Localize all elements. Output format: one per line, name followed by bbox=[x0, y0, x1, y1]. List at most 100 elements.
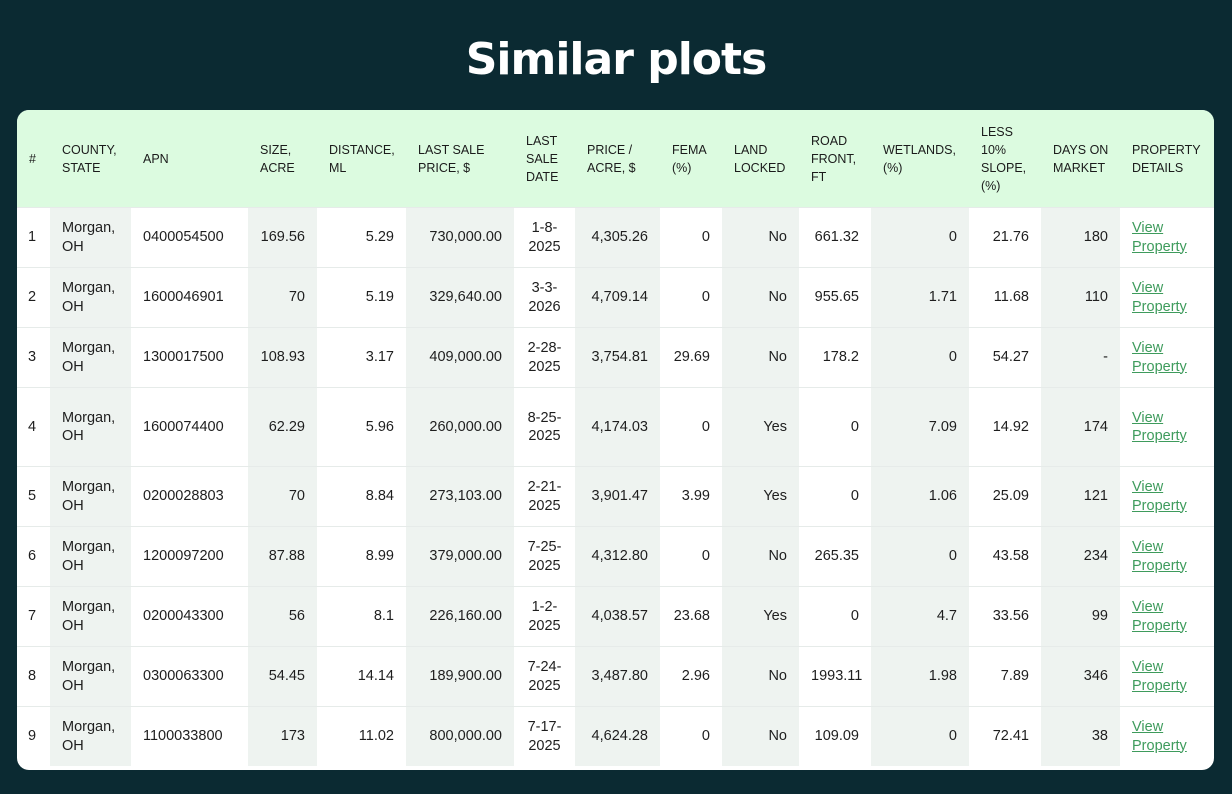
column-header-distance: DISTANCE, ML bbox=[317, 110, 406, 208]
cell-road-front: 178.2 bbox=[799, 327, 871, 388]
cell-last-sale-date: 1-2-2025 bbox=[514, 586, 575, 647]
cell-apn: 0200043300 bbox=[131, 586, 248, 647]
cell-distance: 8.99 bbox=[317, 526, 406, 587]
cell-slope: 14.92 bbox=[969, 387, 1041, 467]
cell-land-locked: No bbox=[722, 646, 799, 707]
similar-plots-table: # COUNTY, STATE APN SIZE, ACRE DISTANCE,… bbox=[17, 110, 1214, 766]
cell-apn: 1200097200 bbox=[131, 526, 248, 587]
cell-last-sale-price: 329,640.00 bbox=[406, 267, 514, 328]
cell-land-locked: No bbox=[722, 207, 799, 268]
cell-last-sale-price: 800,000.00 bbox=[406, 706, 514, 766]
column-header-price-per-acre: PRICE / ACRE, $ bbox=[575, 110, 660, 208]
cell-last-sale-date: 2-28-2025 bbox=[514, 327, 575, 388]
cell-price-per-acre: 4,305.26 bbox=[575, 207, 660, 268]
cell-days-on-market: 174 bbox=[1041, 387, 1120, 467]
cell-last-sale-price: 260,000.00 bbox=[406, 387, 514, 467]
cell-slope: 11.68 bbox=[969, 267, 1041, 328]
similar-plots-table-card: # COUNTY, STATE APN SIZE, ACRE DISTANCE,… bbox=[17, 110, 1214, 770]
column-header-size: SIZE, ACRE bbox=[248, 110, 317, 208]
view-property-link[interactable]: View Property bbox=[1132, 659, 1187, 694]
cell-apn: 0300063300 bbox=[131, 646, 248, 707]
cell-days-on-market: 110 bbox=[1041, 267, 1120, 328]
cell-last-sale-date: 7-24-2025 bbox=[514, 646, 575, 707]
cell-apn: 1600074400 bbox=[131, 387, 248, 467]
cell-days-on-market: 38 bbox=[1041, 706, 1120, 766]
view-property-link[interactable]: View Property bbox=[1132, 719, 1187, 754]
cell-last-sale-price: 379,000.00 bbox=[406, 526, 514, 587]
cell-slope: 25.09 bbox=[969, 466, 1041, 527]
cell-property-details: View Property bbox=[1120, 387, 1214, 467]
cell-size: 70 bbox=[248, 466, 317, 527]
cell-index: 9 bbox=[17, 706, 50, 766]
view-property-link[interactable]: View Property bbox=[1132, 220, 1187, 255]
cell-wetlands: 0 bbox=[871, 526, 969, 587]
column-header-last-sale-price: LAST SALE PRICE, $ bbox=[406, 110, 514, 208]
cell-size: 70 bbox=[248, 267, 317, 328]
view-property-link[interactable]: View Property bbox=[1132, 280, 1187, 315]
cell-index: 4 bbox=[17, 387, 50, 467]
cell-index: 2 bbox=[17, 267, 50, 328]
view-property-link[interactable]: View Property bbox=[1132, 340, 1187, 375]
cell-road-front: 661.32 bbox=[799, 207, 871, 268]
cell-fema: 0 bbox=[660, 526, 722, 587]
cell-price-per-acre: 3,754.81 bbox=[575, 327, 660, 388]
cell-price-per-acre: 3,901.47 bbox=[575, 466, 660, 527]
cell-wetlands: 1.71 bbox=[871, 267, 969, 328]
column-header-last-sale-date: LAST SALE DATE bbox=[514, 110, 575, 208]
table-row: 8 Morgan, OH 0300063300 54.45 14.14 189,900.0… bbox=[17, 646, 1214, 707]
cell-property-details: View Property bbox=[1120, 646, 1214, 707]
column-header-road-front: ROAD FRONT, FT bbox=[799, 110, 871, 208]
cell-price-per-acre: 4,312.80 bbox=[575, 526, 660, 587]
column-header-land-locked: LAND LOCKED bbox=[722, 110, 799, 208]
cell-slope: 7.89 bbox=[969, 646, 1041, 707]
cell-county-state: Morgan, OH bbox=[50, 466, 131, 527]
table-body: 1 Morgan, OH 0400054500 169.56 5.29 730,000.0… bbox=[17, 207, 1214, 766]
cell-road-front: 955.65 bbox=[799, 267, 871, 328]
cell-days-on-market: 180 bbox=[1041, 207, 1120, 268]
cell-slope: 21.76 bbox=[969, 207, 1041, 268]
cell-last-sale-price: 189,900.00 bbox=[406, 646, 514, 707]
cell-road-front: 0 bbox=[799, 387, 871, 467]
page-title: Similar plots bbox=[465, 34, 768, 85]
view-property-link[interactable]: View Property bbox=[1132, 599, 1187, 634]
cell-county-state: Morgan, OH bbox=[50, 526, 131, 587]
cell-road-front: 1993.11 bbox=[799, 646, 871, 707]
cell-county-state: Morgan, OH bbox=[50, 646, 131, 707]
cell-property-details: View Property bbox=[1120, 526, 1214, 587]
cell-last-sale-date: 2-21-2025 bbox=[514, 466, 575, 527]
cell-property-details: View Property bbox=[1120, 207, 1214, 268]
cell-wetlands: 1.98 bbox=[871, 646, 969, 707]
column-header-fema: FEMA (%) bbox=[660, 110, 722, 208]
cell-county-state: Morgan, OH bbox=[50, 207, 131, 268]
cell-distance: 5.19 bbox=[317, 267, 406, 328]
cell-size: 54.45 bbox=[248, 646, 317, 707]
cell-days-on-market: 234 bbox=[1041, 526, 1120, 587]
cell-size: 62.29 bbox=[248, 387, 317, 467]
cell-road-front: 0 bbox=[799, 466, 871, 527]
cell-fema: 0 bbox=[660, 706, 722, 766]
view-property-link[interactable]: View Property bbox=[1132, 479, 1187, 514]
cell-distance: 11.02 bbox=[317, 706, 406, 766]
cell-fema: 23.68 bbox=[660, 586, 722, 647]
view-property-link[interactable]: View Property bbox=[1132, 409, 1187, 445]
cell-property-details: View Property bbox=[1120, 327, 1214, 388]
cell-size: 169.56 bbox=[248, 207, 317, 268]
cell-index: 5 bbox=[17, 466, 50, 527]
cell-distance: 5.29 bbox=[317, 207, 406, 268]
cell-price-per-acre: 4,709.14 bbox=[575, 267, 660, 328]
cell-wetlands: 0 bbox=[871, 706, 969, 766]
cell-distance: 5.96 bbox=[317, 387, 406, 467]
view-property-link[interactable]: View Property bbox=[1132, 539, 1187, 574]
cell-property-details: View Property bbox=[1120, 586, 1214, 647]
table-row: 5 Morgan, OH 0200028803 70 8.84 273,103.00 2-2… bbox=[17, 466, 1214, 527]
cell-land-locked: No bbox=[722, 327, 799, 388]
cell-apn: 1100033800 bbox=[131, 706, 248, 766]
cell-land-locked: No bbox=[722, 526, 799, 587]
table-row: 9 Morgan, OH 1100033800 173 11.02 800,000.00 7… bbox=[17, 706, 1214, 766]
table-row: 3 Morgan, OH 1300017500 108.93 3.17 409,000.0… bbox=[17, 327, 1214, 388]
table-row: 4 Morgan, OH 1600074400 62.29 5.96 260,000.00… bbox=[17, 387, 1214, 467]
cell-slope: 72.41 bbox=[969, 706, 1041, 766]
cell-last-sale-date: 8-25-2025 bbox=[514, 387, 575, 467]
cell-county-state: Morgan, OH bbox=[50, 327, 131, 388]
cell-size: 108.93 bbox=[248, 327, 317, 388]
